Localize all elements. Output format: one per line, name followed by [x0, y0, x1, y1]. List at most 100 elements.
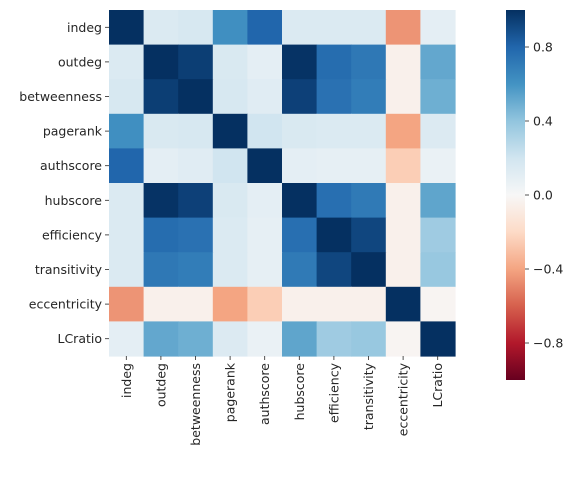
row-label-LCratio: LCratio: [57, 331, 102, 346]
heatmap-cell-indeg-outdeg: [143, 10, 179, 46]
heatmap-cell-eccentricity-efficiency: [316, 286, 352, 322]
heatmap-cell-authscore-LCratio: [420, 148, 456, 184]
heatmap-cell-LCratio-indeg: [109, 321, 145, 357]
heatmap-cell-LCratio-transitivity: [351, 321, 387, 357]
colorbar-tick-label: 0.0: [533, 188, 553, 203]
heatmap-cell-pagerank-efficiency: [316, 113, 352, 149]
heatmap-cell-authscore-hubscore: [282, 148, 318, 184]
heatmap-cell-outdeg-indeg: [109, 44, 145, 80]
heatmap-cell-indeg-transitivity: [351, 10, 387, 46]
heatmap-cell-pagerank-pagerank: [212, 113, 248, 149]
heatmap-cell-hubscore-betweenness: [178, 183, 214, 219]
heatmap-cell-betweenness-indeg: [109, 79, 145, 115]
column-label-authscore: authscore: [257, 363, 272, 425]
heatmap-cell-transitivity-eccentricity: [385, 252, 421, 288]
row-label-efficiency: efficiency: [42, 227, 103, 242]
heatmap-cell-indeg-pagerank: [212, 10, 248, 46]
heatmap-cell-betweenness-authscore: [247, 79, 283, 115]
heatmap-cell-outdeg-pagerank: [212, 44, 248, 80]
heatmap-cell-efficiency-authscore: [247, 217, 283, 253]
heatmap-cell-pagerank-LCratio: [420, 113, 456, 149]
heatmap-cell-authscore-outdeg: [143, 148, 179, 184]
heatmap-cell-outdeg-authscore: [247, 44, 283, 80]
column-label-betweenness: betweenness: [188, 363, 203, 446]
heatmap-cell-transitivity-transitivity: [351, 252, 387, 288]
heatmap-cell-eccentricity-authscore: [247, 286, 283, 322]
column-label-indeg: indeg: [119, 363, 134, 398]
heatmap-cell-eccentricity-eccentricity: [385, 286, 421, 322]
heatmap-cell-eccentricity-hubscore: [282, 286, 318, 322]
row-label-outdeg: outdeg: [58, 54, 102, 69]
heatmap-cell-transitivity-indeg: [109, 252, 145, 288]
heatmap-cell-LCratio-outdeg: [143, 321, 179, 357]
heatmap-cell-authscore-efficiency: [316, 148, 352, 184]
heatmap-cell-LCratio-pagerank: [212, 321, 248, 357]
colorbar-ticks: 0.8 0.4 0.0 −0.4 −0.8: [525, 40, 563, 351]
heatmap-cell-indeg-authscore: [247, 10, 283, 46]
heatmap-cell-outdeg-betweenness: [178, 44, 214, 80]
heatmap-cell-outdeg-efficiency: [316, 44, 352, 80]
heatmap-cell-hubscore-eccentricity: [385, 183, 421, 219]
heatmap-cell-outdeg-hubscore: [282, 44, 318, 80]
heatmap-cells: [109, 10, 456, 357]
heatmap-cell-eccentricity-indeg: [109, 286, 145, 322]
heatmap-cell-transitivity-outdeg: [143, 252, 179, 288]
column-label-pagerank: pagerank: [223, 362, 238, 422]
heatmap-cell-LCratio-eccentricity: [385, 321, 421, 357]
column-label-efficiency: efficiency: [326, 362, 341, 423]
heatmap-cell-efficiency-efficiency: [316, 217, 352, 253]
heatmap-cell-transitivity-efficiency: [316, 252, 352, 288]
heatmap-cell-hubscore-indeg: [109, 183, 145, 219]
heatmap-cell-pagerank-hubscore: [282, 113, 318, 149]
heatmap-cell-authscore-pagerank: [212, 148, 248, 184]
row-label-pagerank: pagerank: [43, 124, 103, 139]
heatmap-cell-outdeg-transitivity: [351, 44, 387, 80]
heatmap-cell-betweenness-efficiency: [316, 79, 352, 115]
heatmap-cell-pagerank-transitivity: [351, 113, 387, 149]
heatmap-cell-hubscore-hubscore: [282, 183, 318, 219]
heatmap-cell-eccentricity-betweenness: [178, 286, 214, 322]
row-label-indeg: indeg: [67, 20, 102, 35]
column-label-transitivity: transitivity: [361, 362, 376, 430]
colorbar-tick-label: −0.8: [533, 336, 563, 351]
heatmap-cell-hubscore-outdeg: [143, 183, 179, 219]
heatmap-cell-outdeg-LCratio: [420, 44, 456, 80]
heatmap-cell-transitivity-hubscore: [282, 252, 318, 288]
heatmap-cell-transitivity-authscore: [247, 252, 283, 288]
heatmap-cell-hubscore-transitivity: [351, 183, 387, 219]
heatmap-cell-LCratio-betweenness: [178, 321, 214, 357]
heatmap-cell-betweenness-pagerank: [212, 79, 248, 115]
heatmap-cell-hubscore-efficiency: [316, 183, 352, 219]
heatmap-cell-transitivity-betweenness: [178, 252, 214, 288]
heatmap-cell-LCratio-efficiency: [316, 321, 352, 357]
colorbar-tick-label: 0.4: [533, 114, 553, 129]
heatmap-cell-efficiency-pagerank: [212, 217, 248, 253]
heatmap-cell-betweenness-hubscore: [282, 79, 318, 115]
heatmap-cell-efficiency-LCratio: [420, 217, 456, 253]
heatmap-cell-outdeg-eccentricity: [385, 44, 421, 80]
row-tick-labels: indeg outdeg betweenness pagerank authscore h…: [19, 20, 109, 346]
heatmap-cell-outdeg-outdeg: [143, 44, 179, 80]
heatmap-cell-hubscore-LCratio: [420, 183, 456, 219]
heatmap-cell-betweenness-transitivity: [351, 79, 387, 115]
heatmap-cell-pagerank-eccentricity: [385, 113, 421, 149]
column-label-LCratio: LCratio: [430, 363, 445, 408]
colorbar-tick-label: 0.8: [533, 40, 553, 55]
heatmap-cell-LCratio-authscore: [247, 321, 283, 357]
column-label-outdeg: outdeg: [153, 363, 168, 407]
heatmap-cell-pagerank-indeg: [109, 113, 145, 149]
column-label-eccentricity: eccentricity: [396, 362, 411, 436]
heatmap-cell-eccentricity-LCratio: [420, 286, 456, 322]
heatmap-cell-pagerank-authscore: [247, 113, 283, 149]
heatmap-cell-efficiency-hubscore: [282, 217, 318, 253]
colorbar-bar: [506, 10, 525, 380]
colorbar: 0.8 0.4 0.0 −0.4 −0.8: [506, 10, 563, 380]
column-label-hubscore: hubscore: [292, 363, 307, 421]
heatmap-cell-indeg-LCratio: [420, 10, 456, 46]
heatmap-cell-indeg-hubscore: [282, 10, 318, 46]
heatmap-cell-transitivity-pagerank: [212, 252, 248, 288]
heatmap-cell-efficiency-transitivity: [351, 217, 387, 253]
heatmap-cell-LCratio-hubscore: [282, 321, 318, 357]
heatmap-cell-indeg-efficiency: [316, 10, 352, 46]
